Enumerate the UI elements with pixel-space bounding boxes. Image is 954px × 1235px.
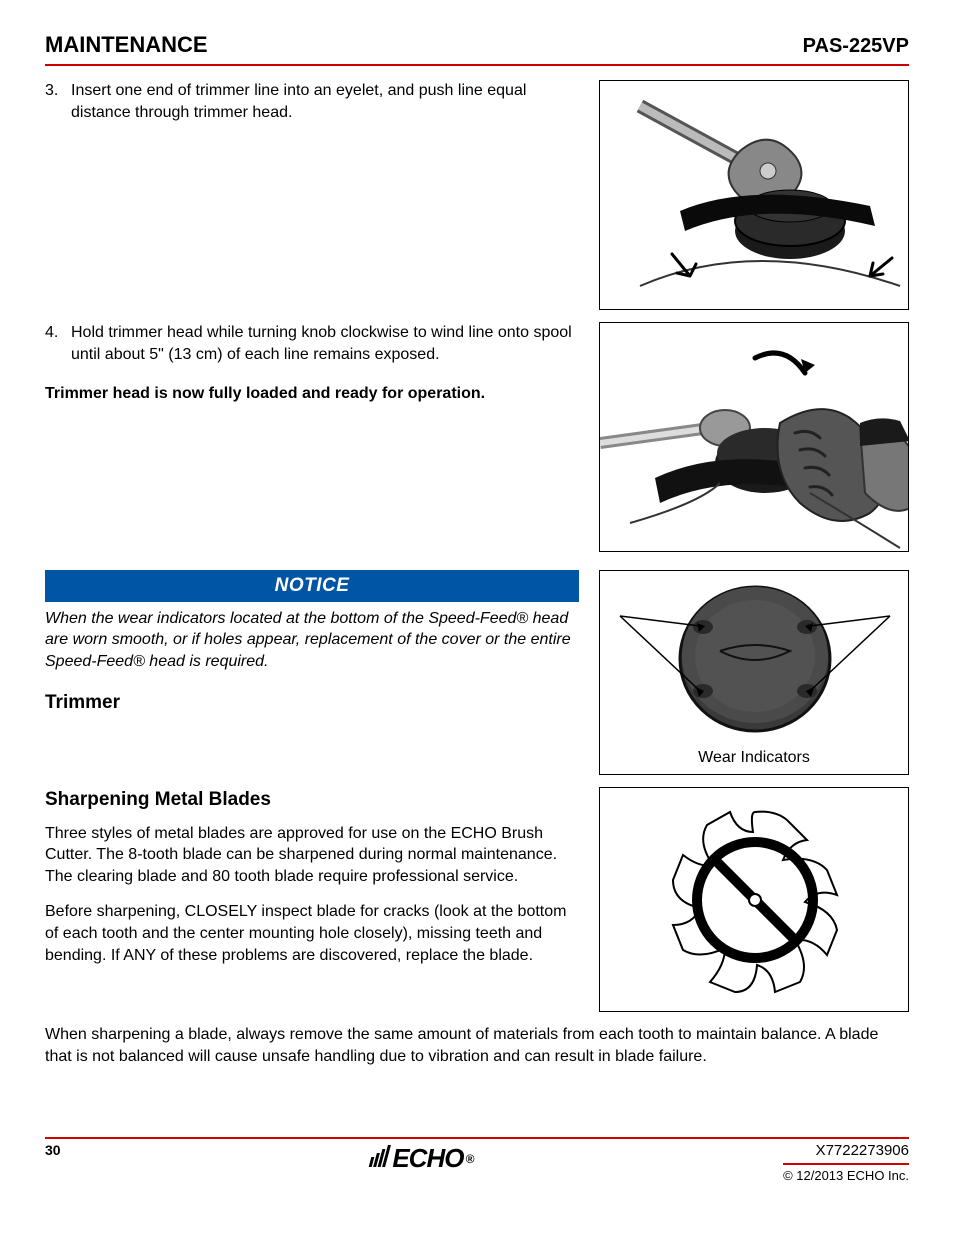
sharpen-p2: Before sharpening, CLOSELY inspect blade… [45, 901, 579, 966]
figure-blade-no [599, 787, 909, 1012]
figure-caption: Wear Indicators [600, 741, 908, 775]
step-3-row: 3. Insert one end of trimmer line into a… [45, 80, 909, 310]
step-4: 4. Hold trimmer head while turning knob … [45, 322, 579, 365]
step-text: Hold trimmer head while turning knob clo… [71, 322, 579, 365]
step-text: Insert one end of trimmer line into an e… [71, 80, 579, 123]
step-number: 4. [45, 322, 71, 365]
figure-insert-line [599, 80, 909, 310]
trimmer-head-insert-icon [600, 81, 909, 310]
sharpen-row: Sharpening Metal Blades Three styles of … [45, 787, 909, 1012]
step-4-row: 4. Hold trimmer head while turning knob … [45, 322, 909, 552]
speed-feed-bottom-icon [600, 571, 909, 741]
copyright: © 12/2013 ECHO Inc. [783, 1167, 909, 1185]
section-title: MAINTENANCE [45, 30, 208, 60]
loaded-note: Trimmer head is now fully loaded and rea… [45, 383, 579, 405]
page-header: MAINTENANCE PAS-225VP [45, 30, 909, 66]
figure-wind-line [599, 322, 909, 552]
sharpen-p3: When sharpening a blade, always remove t… [45, 1024, 909, 1067]
blade-prohibit-icon [600, 788, 909, 1012]
notice-row: NOTICE When the wear indicators located … [45, 570, 909, 775]
trimmer-heading: Trimmer [45, 690, 579, 716]
notice-text: When the wear indicators located at the … [45, 608, 579, 673]
sharpen-heading: Sharpening Metal Blades [45, 787, 579, 813]
page-footer: 30 ECHO® X7722273906 © 12/2013 ECHO Inc. [45, 1137, 909, 1185]
figure-wear-indicators: Wear Indicators [599, 570, 909, 775]
page-number: 30 [45, 1141, 61, 1160]
sharpen-p1: Three styles of metal blades are approve… [45, 823, 579, 888]
step-3: 3. Insert one end of trimmer line into a… [45, 80, 579, 123]
trimmer-head-wind-icon [600, 323, 909, 552]
model-number: PAS-225VP [803, 33, 909, 60]
echo-logo-icon: ECHO® [370, 1141, 473, 1176]
doc-number: X7722273906 [783, 1141, 909, 1161]
step-number: 3. [45, 80, 71, 123]
notice-label: NOTICE [45, 570, 579, 602]
